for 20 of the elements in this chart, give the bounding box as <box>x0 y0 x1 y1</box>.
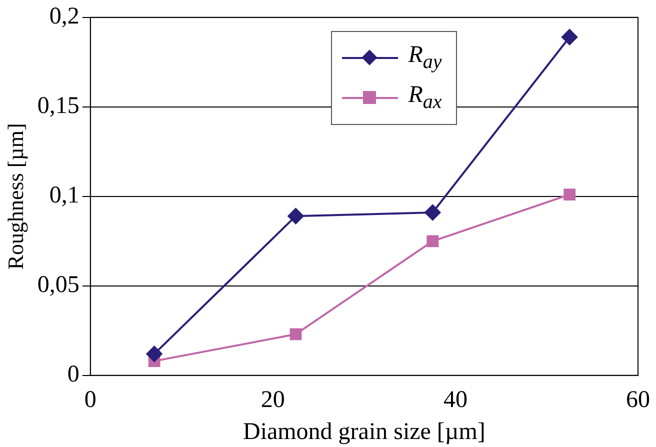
x-axis-title: Diamond grain size [µm] <box>242 418 486 445</box>
y-axis-title: Roughness [µm] <box>2 123 28 270</box>
point <box>424 204 441 221</box>
point <box>564 188 576 201</box>
point <box>146 346 162 362</box>
legend-label: R$_{ax}$ <box>408 82 442 114</box>
point <box>562 29 578 46</box>
point <box>290 328 302 340</box>
point <box>426 235 439 248</box>
y-tick-label: 0,2 <box>49 4 80 30</box>
x-tick-label: 0 <box>84 387 96 414</box>
y-tick-label: 0,1 <box>49 182 80 209</box>
y-tick-label: 0 <box>67 362 80 388</box>
x-tick-label: 60 <box>626 387 650 414</box>
legend-label: R$_{ay}$ <box>408 42 442 74</box>
point <box>288 208 304 224</box>
y-tick-label: 0,15 <box>37 93 80 120</box>
x-tick-label: 40 <box>443 387 468 414</box>
x-tick-label: 20 <box>260 387 285 414</box>
y-tick-label: 0,05 <box>37 272 80 298</box>
